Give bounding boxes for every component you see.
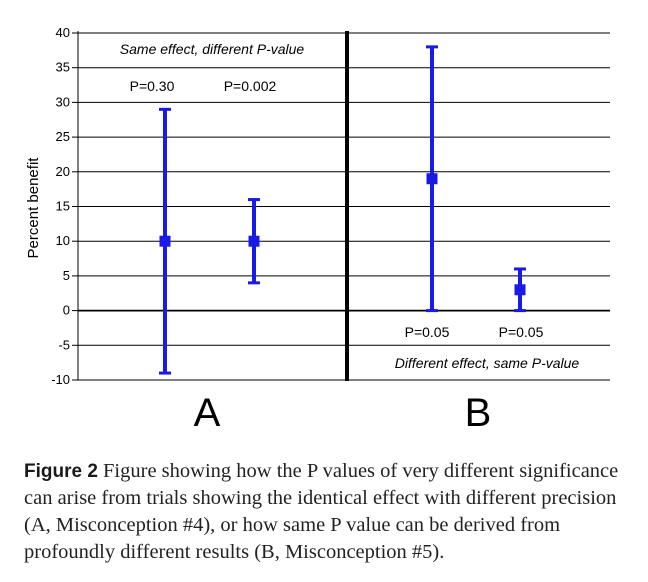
caption-text: Figure showing how the P values of very … — [24, 460, 619, 563]
y-tick-label: 30 — [56, 94, 70, 109]
y-tick-label: 25 — [56, 129, 70, 144]
panel-b-annotation: Different effect, same P-value — [395, 355, 580, 371]
figure-caption: Figure 2 Figure showing how the P values… — [24, 458, 628, 566]
y-tick-label: 0 — [63, 303, 70, 318]
y-axis: 40 35 30 25 20 15 10 5 0 -5 -10 — [51, 25, 79, 387]
y-tick-label: 5 — [63, 268, 70, 283]
panel-a-annotation: Same effect, different P-value — [120, 41, 305, 57]
y-tick-label: 15 — [56, 199, 70, 214]
point-estimate-marker — [514, 284, 526, 296]
chart: 40 35 30 25 20 15 10 5 0 -5 -10 Percent benefit Sa… — [25, 25, 610, 435]
y-tick-label: 20 — [56, 164, 70, 179]
panel-a-letter: A — [194, 391, 221, 435]
p-value-label-a2: P=0.002 — [224, 78, 277, 94]
panel-b-letter: B — [465, 391, 492, 435]
point-estimate-marker — [159, 235, 171, 247]
p-value-label-b1: P=0.05 — [405, 324, 450, 340]
error-bars — [159, 45, 526, 375]
p-value-label-a1: P=0.30 — [130, 78, 175, 94]
point-estimate-marker — [426, 173, 438, 185]
y-tick-label: -10 — [51, 372, 70, 387]
y-axis-label: Percent benefit — [25, 157, 42, 259]
y-tick-label: -5 — [58, 337, 70, 352]
p-value-label-b2: P=0.05 — [499, 324, 544, 340]
y-tick-label: 10 — [56, 233, 70, 248]
y-tick-label: 35 — [56, 60, 70, 75]
y-tick-label: 40 — [56, 25, 70, 40]
point-estimate-marker — [248, 235, 260, 247]
figure-label: Figure 2 — [24, 461, 98, 482]
